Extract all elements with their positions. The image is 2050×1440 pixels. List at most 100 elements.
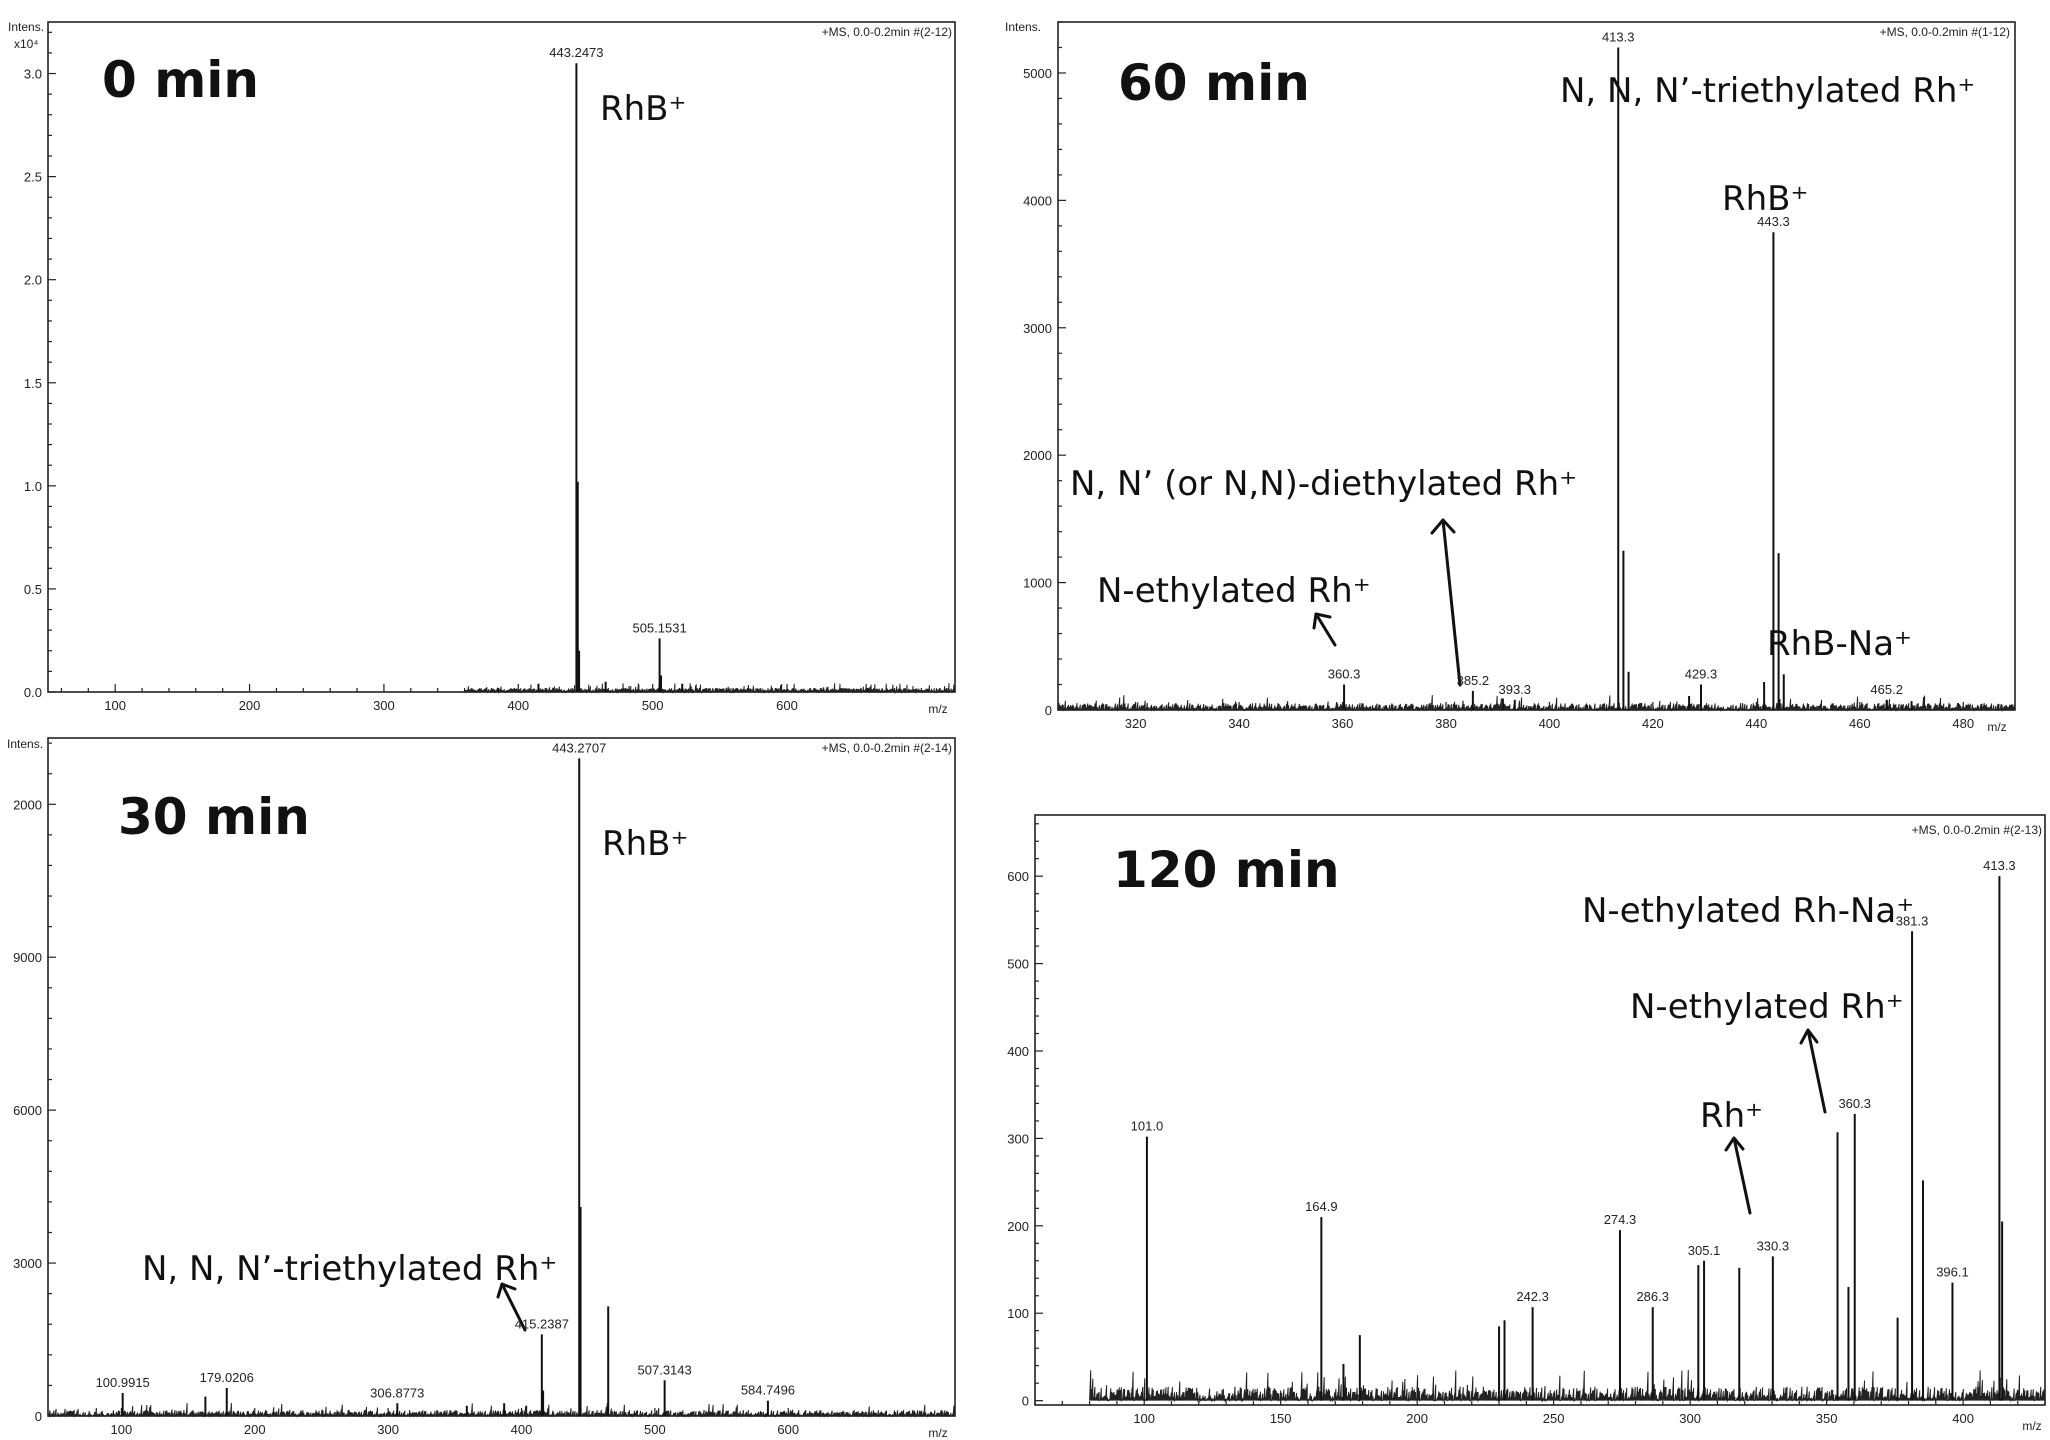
peak-label: 242.3 (1516, 1289, 1549, 1304)
annotation-triethylated: N, N, N’-triethylated Rh⁺ (142, 1249, 557, 1289)
y-axis-label: Intens. (7, 737, 43, 751)
x-tick-label: 200 (239, 698, 261, 713)
spectrum-header: +MS, 0.0-0.2min #(2-13) (1912, 823, 2042, 837)
peaks: 443.2473 505.1531 (497, 45, 869, 692)
y-tick-label: 1.5 (24, 376, 42, 391)
annotation-rhb: RhB⁺ (600, 89, 686, 129)
x-tick-label: 380 (1435, 716, 1457, 731)
peak-label: 413.3 (1602, 29, 1635, 44)
x-tick-label: 480 (1952, 716, 1974, 731)
annotation-n-ethylated-na: N-ethylated Rh-Na⁺ (1582, 891, 1914, 931)
peak-label: 393.3 (1499, 682, 1532, 697)
peak-label: 396.1 (1936, 1265, 1969, 1280)
x-tick-label: 400 (1952, 1411, 1974, 1426)
y-tick-label: 400 (1007, 1044, 1029, 1059)
y-tick-label: 300 (1007, 1131, 1029, 1146)
peak-label: 415.2387 (515, 1316, 569, 1331)
peaks: 101.0 164.9 242.3 274.3 286.3 305.1 330.3 360.3… (1131, 858, 2016, 1401)
peak-label: 381.3 (1896, 913, 1929, 928)
x-tick-label: 350 (1816, 1411, 1838, 1426)
y-axis-label: Intens. (1005, 20, 1041, 34)
peaks: 443.2707 415.2387 507.3143 100.9915 179.0206… (96, 740, 795, 1416)
x-tick-label: 400 (507, 698, 529, 713)
baseline-noise (47, 1403, 956, 1418)
x-tick-label: 100 (104, 698, 126, 713)
y-tick-label: 0 (1045, 703, 1052, 718)
annotation-n-ethylated: N-ethylated Rh⁺ (1097, 571, 1371, 611)
peak-label: 385.2 (1457, 673, 1490, 688)
y-tick-label: 100 (1007, 1306, 1029, 1321)
peak-label: 100.9915 (96, 1375, 150, 1390)
y-ticks: 0.0 0.5 1.0 1.5 2.0 2.5 3.0 (24, 31, 56, 700)
peak-label: 330.3 (1757, 1238, 1790, 1253)
x-tick-label: 420 (1642, 716, 1664, 731)
y-tick-label: 0 (35, 1409, 42, 1424)
annotation-rhb: RhB⁺ (602, 824, 688, 864)
y-tick-label: 2000 (1023, 448, 1052, 463)
x-tick-label: 200 (244, 1422, 266, 1437)
time-label: 0 min (102, 51, 259, 109)
x-tick-label: 300 (1679, 1411, 1701, 1426)
y-tick-label: 600 (1007, 869, 1029, 884)
x-axis-label: m/z (928, 702, 947, 716)
panel-30min: Intens. +MS, 0.0-0.2min #(2-14) m/z 30 m… (7, 737, 956, 1440)
y-tick-label: 6000 (13, 1103, 42, 1118)
x-tick-label: 100 (111, 1422, 133, 1437)
y-ticks: 2000 9000 6000 3000 0 (13, 742, 56, 1424)
baseline-noise (1057, 695, 2016, 712)
peak-label: 274.3 (1604, 1212, 1637, 1227)
x-tick-label: 600 (777, 1422, 799, 1437)
peak-label: 443.2707 (552, 740, 606, 755)
time-label: 30 min (118, 788, 310, 846)
y-ticks: 0 1000 2000 3000 4000 5000 (1023, 21, 1066, 718)
x-tick-label: 200 (1406, 1411, 1428, 1426)
peak-label: 286.3 (1636, 1289, 1669, 1304)
peak-label: 360.3 (1328, 667, 1361, 682)
x-ticks: 100 200 300 400 500 600 (60, 684, 949, 713)
x-axis-label: m/z (928, 1426, 947, 1440)
peak-label: 305.1 (1688, 1243, 1721, 1258)
spectrum-header: +MS, 0.0-0.2min #(2-12) (822, 25, 952, 39)
x-tick-label: 150 (1270, 1411, 1292, 1426)
x-tick-label: 400 (1539, 716, 1561, 731)
x-axis-label: m/z (1987, 720, 2006, 734)
peak-label: 101.0 (1131, 1119, 1164, 1134)
annotation-rh: Rh⁺ (1700, 1096, 1763, 1136)
y-tick-label: 1.0 (24, 479, 42, 494)
x-tick-label: 500 (644, 1422, 666, 1437)
peak-label: 413.3 (1983, 858, 2016, 873)
plot-frame (47, 21, 956, 693)
arrow-n-ethylated (1312, 612, 1337, 647)
spectrum-header: +MS, 0.0-0.2min #(2-14) (822, 741, 952, 755)
y-tick-label: 0.5 (24, 582, 42, 597)
annotation-diethylated: N, N’ (or N,N)-diethylated Rh⁺ (1070, 464, 1577, 504)
x-tick-label: 400 (511, 1422, 533, 1437)
annotation-rhb: RhB⁺ (1722, 179, 1808, 219)
x-ticks: 100 150 200 250 300 350 400 (1034, 1397, 2046, 1426)
plot-frame (1034, 814, 2046, 1406)
x-tick-label: 460 (1849, 716, 1871, 731)
peak-label: 443.2473 (549, 45, 603, 60)
x-tick-label: 250 (1543, 1411, 1565, 1426)
peak-label: 443.3 (1757, 214, 1790, 229)
y-tick-label: 2000 (13, 797, 42, 812)
x-ticks: 320 340 360 380 400 420 440 460 480 (1072, 702, 2006, 731)
y-tick-label: 0 (1022, 1394, 1029, 1409)
y-tick-label: 5000 (1023, 66, 1052, 81)
peak-label: 179.0206 (200, 1370, 254, 1385)
peak-label: 164.9 (1305, 1199, 1338, 1214)
time-label: 60 min (1118, 54, 1310, 112)
arrow-diethylated (1430, 518, 1462, 687)
arrow-rh (1724, 1136, 1752, 1215)
peaks: 413.3 443.3 360.3 385.2 393.3 429.3 465.2 (1328, 29, 1913, 710)
y-tick-label: 9000 (13, 950, 42, 965)
y-tick-label: 3000 (1023, 321, 1052, 336)
x-tick-label: 360 (1332, 716, 1354, 731)
y-tick-label: 3000 (13, 1256, 42, 1271)
y-tick-label: 3.0 (24, 67, 42, 82)
peak-label: 429.3 (1685, 667, 1718, 682)
baseline-noise (464, 683, 956, 694)
time-label: 120 min (1113, 841, 1340, 899)
peak-label: 505.1531 (632, 620, 686, 635)
